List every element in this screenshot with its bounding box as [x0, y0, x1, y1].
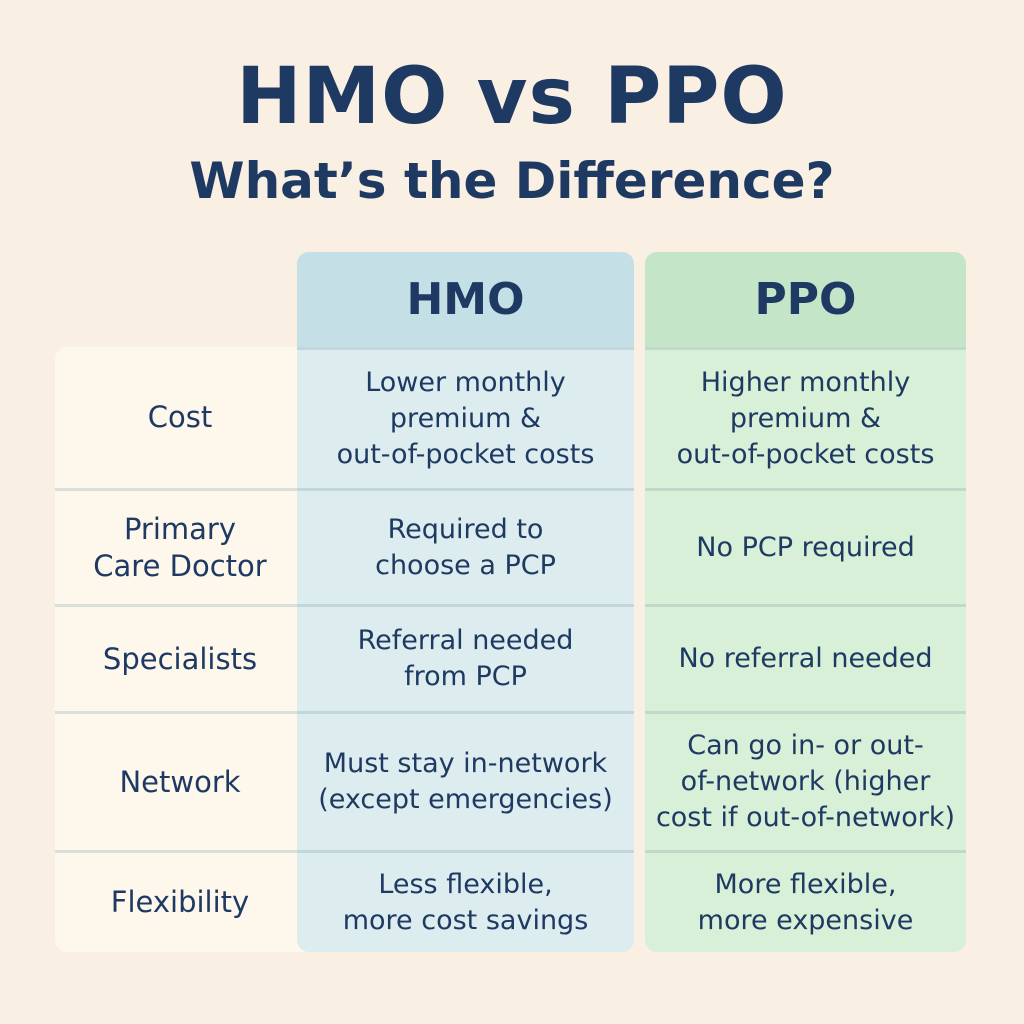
hmo-primary-care: Required to choose a PCP — [297, 488, 634, 604]
ppo-network: Can go in- or out-of-network (higher cost… — [645, 711, 966, 850]
row-label-network: Network — [55, 711, 305, 850]
ppo-column: PPO Higher monthly premium & out-of-pocket… — [645, 252, 966, 952]
ppo-cost: Higher monthly premium & out-of-pocket cos… — [645, 347, 966, 488]
hmo-cost: Lower monthly premium & out-of-pocket cost… — [297, 347, 634, 488]
ppo-primary-care: No PCP required — [645, 488, 966, 604]
row-label-flexibility: Flexibility — [55, 850, 305, 952]
hmo-network: Must stay in-network (except emergencies) — [297, 711, 634, 850]
ppo-specialists: No referral needed — [645, 604, 966, 711]
hmo-specialists: Referral needed from PCP — [297, 604, 634, 711]
row-labels-column: Cost Primary Care Doctor Specialists Netw… — [55, 347, 305, 952]
row-label-specialists: Specialists — [55, 604, 305, 711]
row-label-cost: Cost — [147, 400, 213, 434]
hmo-header: HMO — [297, 252, 634, 347]
hmo-flexibility: Less flexible, more cost savings — [297, 850, 634, 952]
page-subtitle: What’s the Difference? — [189, 152, 835, 210]
ppo-header: PPO — [645, 252, 966, 347]
row-label-primary-care: Primary Care Doctor — [55, 488, 305, 604]
ppo-flexibility: More flexible, more expensive — [645, 850, 966, 952]
page-title: HMO vs PPO — [236, 52, 788, 142]
hmo-column: HMO Lower monthly premium & out-of-pocket … — [297, 252, 634, 952]
